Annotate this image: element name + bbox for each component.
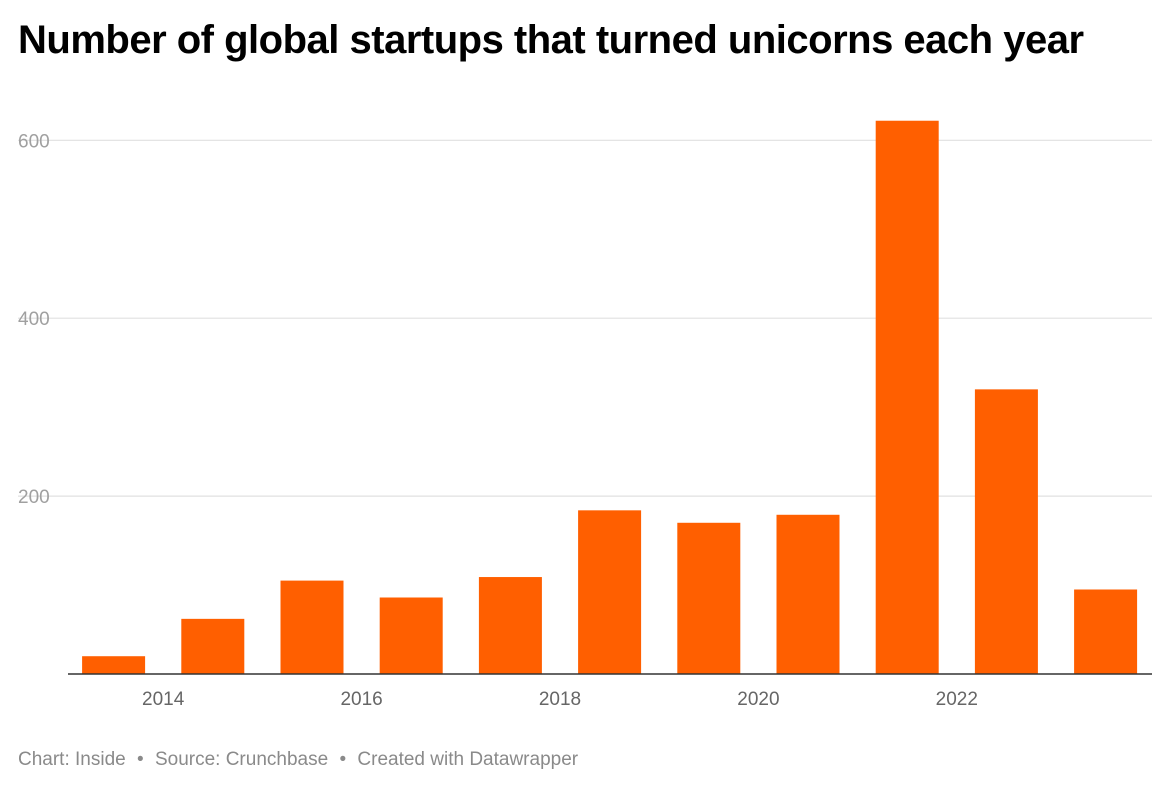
- axes: 2014 2016 2018 2020 2022: [68, 673, 1152, 710]
- y-tick-label: 600: [18, 131, 50, 152]
- bar-2014: [181, 618, 245, 674]
- created-with: Created with Datawrapper: [357, 749, 579, 770]
- bar-2019: [677, 522, 741, 674]
- bar-2016: [379, 597, 443, 674]
- x-tick-label: 2018: [539, 689, 581, 710]
- chart-footer: Chart: Inside • Source: Crunchbase • Cre…: [18, 749, 578, 771]
- bar-2017: [478, 577, 542, 674]
- bar-2013: [82, 656, 146, 674]
- bar-2018: [578, 510, 642, 674]
- chart-title: Number of global startups that turned un…: [18, 18, 1084, 62]
- x-tick-label: 2016: [340, 689, 382, 710]
- x-tick-label: 2022: [936, 689, 978, 710]
- bar-2015: [280, 580, 344, 674]
- chart-source: Source: Crunchbase: [154, 749, 329, 770]
- x-tick-label: 2020: [737, 689, 779, 710]
- grid-lines: 200 400 600: [18, 131, 1152, 508]
- y-tick-label: 200: [18, 487, 50, 508]
- x-tick-label: 2014: [142, 689, 185, 710]
- footer-separator: •: [137, 749, 144, 770]
- bar-2023: [1074, 589, 1138, 674]
- bar-2020: [776, 514, 840, 674]
- chart-credit: Chart: Inside: [18, 749, 126, 770]
- footer-separator: •: [339, 749, 347, 770]
- bars: [82, 120, 1138, 674]
- bar-2021: [875, 120, 939, 674]
- y-tick-label: 400: [18, 309, 50, 330]
- bar-2022: [974, 389, 1038, 674]
